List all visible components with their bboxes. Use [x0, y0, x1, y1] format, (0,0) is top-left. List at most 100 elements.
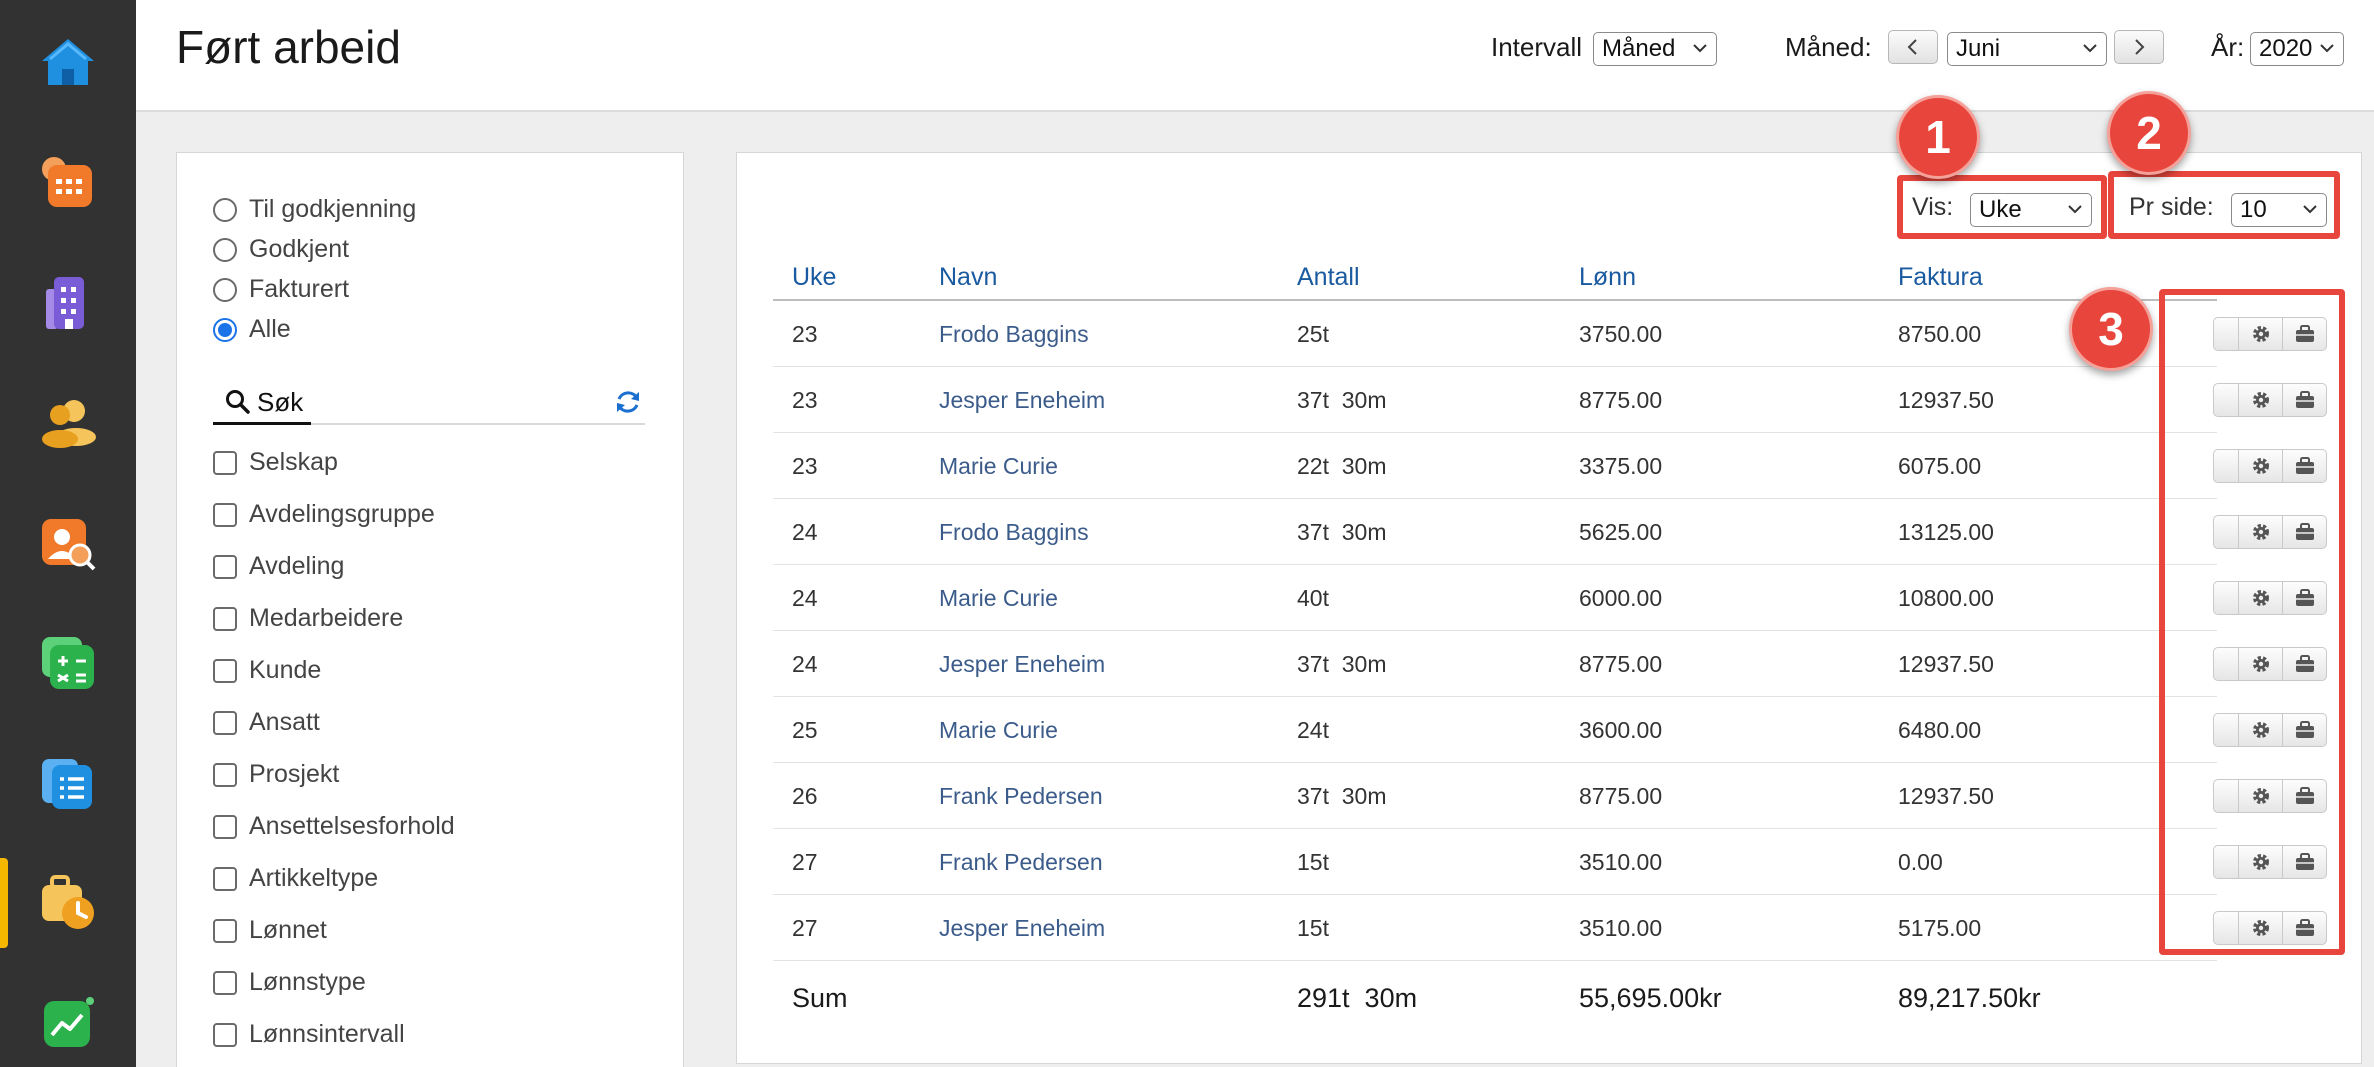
sum-amount: 291t 30m	[1297, 983, 1418, 1013]
cell-name-link[interactable]: Marie Curie	[939, 585, 1058, 611]
filter-search[interactable]: Søk	[213, 379, 645, 425]
checkbox[interactable]	[213, 814, 237, 839]
cell-name-link[interactable]: Frodo Baggins	[939, 321, 1089, 347]
radio-button[interactable]	[213, 237, 237, 262]
row-invoice-button[interactable]	[2282, 582, 2326, 614]
nav-calculator[interactable]	[0, 608, 136, 718]
briefcase-icon	[2295, 787, 2314, 804]
cell-name-link[interactable]: Jesper Eneheim	[939, 387, 1106, 413]
cell-name-link[interactable]: Jesper Eneheim	[939, 651, 1106, 677]
row-invoice-button[interactable]	[2282, 912, 2326, 944]
row-settings-button[interactable]	[2238, 516, 2282, 548]
cell-amount: 37t 30m	[1297, 387, 1387, 413]
row-settings-button[interactable]	[2238, 912, 2282, 944]
nav-home[interactable]	[0, 8, 136, 118]
checkbox[interactable]	[213, 554, 237, 579]
nav-person-search[interactable]	[0, 488, 136, 598]
column-header-amount[interactable]: Antall	[1297, 263, 1360, 291]
nav-calendar[interactable]	[0, 128, 136, 238]
cell-name-link[interactable]: Marie Curie	[939, 453, 1058, 479]
filter-group-item[interactable]: Lønnsintervall	[213, 1020, 405, 1049]
chevron-down-icon	[2320, 44, 2334, 53]
row-invoice-button[interactable]	[2282, 318, 2326, 350]
row-settings-button[interactable]	[2238, 780, 2282, 812]
table-row: 26 Frank Pedersen 37t 30m 8775.00 12937.…	[773, 763, 2217, 829]
filter-group-item[interactable]: Artikkeltype	[213, 864, 378, 893]
row-settings-button[interactable]	[2238, 450, 2282, 482]
filter-group-item[interactable]: Selskap	[213, 448, 338, 477]
checkbox[interactable]	[213, 502, 237, 527]
nav-analytics[interactable]	[0, 968, 136, 1067]
checkbox[interactable]	[213, 710, 237, 735]
checkbox[interactable]	[213, 918, 237, 943]
interval-select[interactable]: Måned	[1593, 32, 1717, 66]
cell-amount: 37t 30m	[1297, 783, 1387, 809]
row-action-group	[2213, 845, 2327, 879]
row-settings-button[interactable]	[2238, 714, 2282, 746]
filter-group-item[interactable]: Avdeling	[213, 552, 344, 581]
year-select[interactable]: 2020	[2250, 32, 2344, 66]
row-settings-button[interactable]	[2238, 846, 2282, 878]
checkbox[interactable]	[213, 762, 237, 787]
column-header-salary[interactable]: Lønn	[1579, 263, 1636, 291]
checkbox[interactable]	[213, 606, 237, 631]
filter-group-item[interactable]: Lønnet	[213, 916, 327, 945]
status-option-all[interactable]: Alle	[213, 315, 291, 344]
column-header-invoice[interactable]: Faktura	[1898, 263, 1983, 291]
cell-invoice: 5175.00	[1898, 915, 1982, 941]
filter-group-item[interactable]: Kunde	[213, 656, 321, 685]
checkbox[interactable]	[213, 866, 237, 891]
row-action-group	[2213, 449, 2327, 483]
radio-label: Til godkjenning	[249, 195, 417, 223]
nav-documents[interactable]	[0, 728, 136, 838]
row-invoice-button[interactable]	[2282, 780, 2326, 812]
checkbox[interactable]	[213, 970, 237, 995]
radio-button-selected[interactable]	[213, 317, 237, 342]
row-invoice-button[interactable]	[2282, 450, 2326, 482]
building-icon	[46, 277, 84, 329]
status-option-invoiced[interactable]: Fakturert	[213, 275, 349, 304]
cell-invoice: 13125.00	[1898, 519, 1994, 545]
cell-name-link[interactable]: Frank Pedersen	[939, 783, 1103, 809]
row-settings-button[interactable]	[2238, 648, 2282, 680]
nav-company[interactable]	[0, 248, 136, 358]
checkbox[interactable]	[213, 658, 237, 683]
next-month-button[interactable]	[2114, 30, 2164, 64]
row-invoice-button[interactable]	[2282, 516, 2326, 548]
row-settings-button[interactable]	[2238, 318, 2282, 350]
column-header-week[interactable]: Uke	[792, 263, 837, 291]
nav-work-log[interactable]	[0, 848, 136, 958]
row-settings-button[interactable]	[2238, 384, 2282, 416]
row-invoice-button[interactable]	[2282, 846, 2326, 878]
cell-name-link[interactable]: Frank Pedersen	[939, 849, 1103, 875]
month-select[interactable]: Juni	[1947, 32, 2107, 66]
cell-name-link[interactable]: Marie Curie	[939, 717, 1058, 743]
view-mode-select[interactable]: Uke	[1970, 193, 2092, 227]
row-invoice-button[interactable]	[2282, 714, 2326, 746]
view-mode-label: Vis:	[1912, 193, 1954, 221]
status-option-pending[interactable]: Til godkjenning	[213, 195, 416, 224]
cell-week: 24	[792, 585, 818, 611]
radio-button[interactable]	[213, 197, 237, 222]
table-row: 23 Marie Curie 22t 30m 3375.00 6075.00	[773, 433, 2217, 499]
row-settings-button[interactable]	[2238, 582, 2282, 614]
filter-group-item[interactable]: Prosjekt	[213, 760, 339, 789]
cell-name-link[interactable]: Frodo Baggins	[939, 519, 1089, 545]
checkbox[interactable]	[213, 450, 237, 475]
refresh-icon[interactable]	[613, 387, 643, 417]
row-invoice-button[interactable]	[2282, 648, 2326, 680]
filter-group-item[interactable]: Avdelingsgruppe	[213, 500, 435, 529]
per-page-select[interactable]: 10	[2231, 193, 2327, 227]
filter-group-item[interactable]: Ansatt	[213, 708, 320, 737]
filter-group-item[interactable]: Medarbeidere	[213, 604, 403, 633]
cell-name-link[interactable]: Jesper Eneheim	[939, 915, 1106, 941]
radio-button[interactable]	[213, 277, 237, 302]
checkbox[interactable]	[213, 1022, 237, 1047]
row-invoice-button[interactable]	[2282, 384, 2326, 416]
previous-month-button[interactable]	[1888, 30, 1938, 64]
nav-people[interactable]	[0, 368, 136, 478]
column-header-name[interactable]: Navn	[939, 263, 998, 291]
filter-group-item[interactable]: Lønnstype	[213, 968, 366, 997]
filter-group-item[interactable]: Ansettelsesforhold	[213, 812, 455, 841]
status-option-approved[interactable]: Godkjent	[213, 235, 349, 264]
